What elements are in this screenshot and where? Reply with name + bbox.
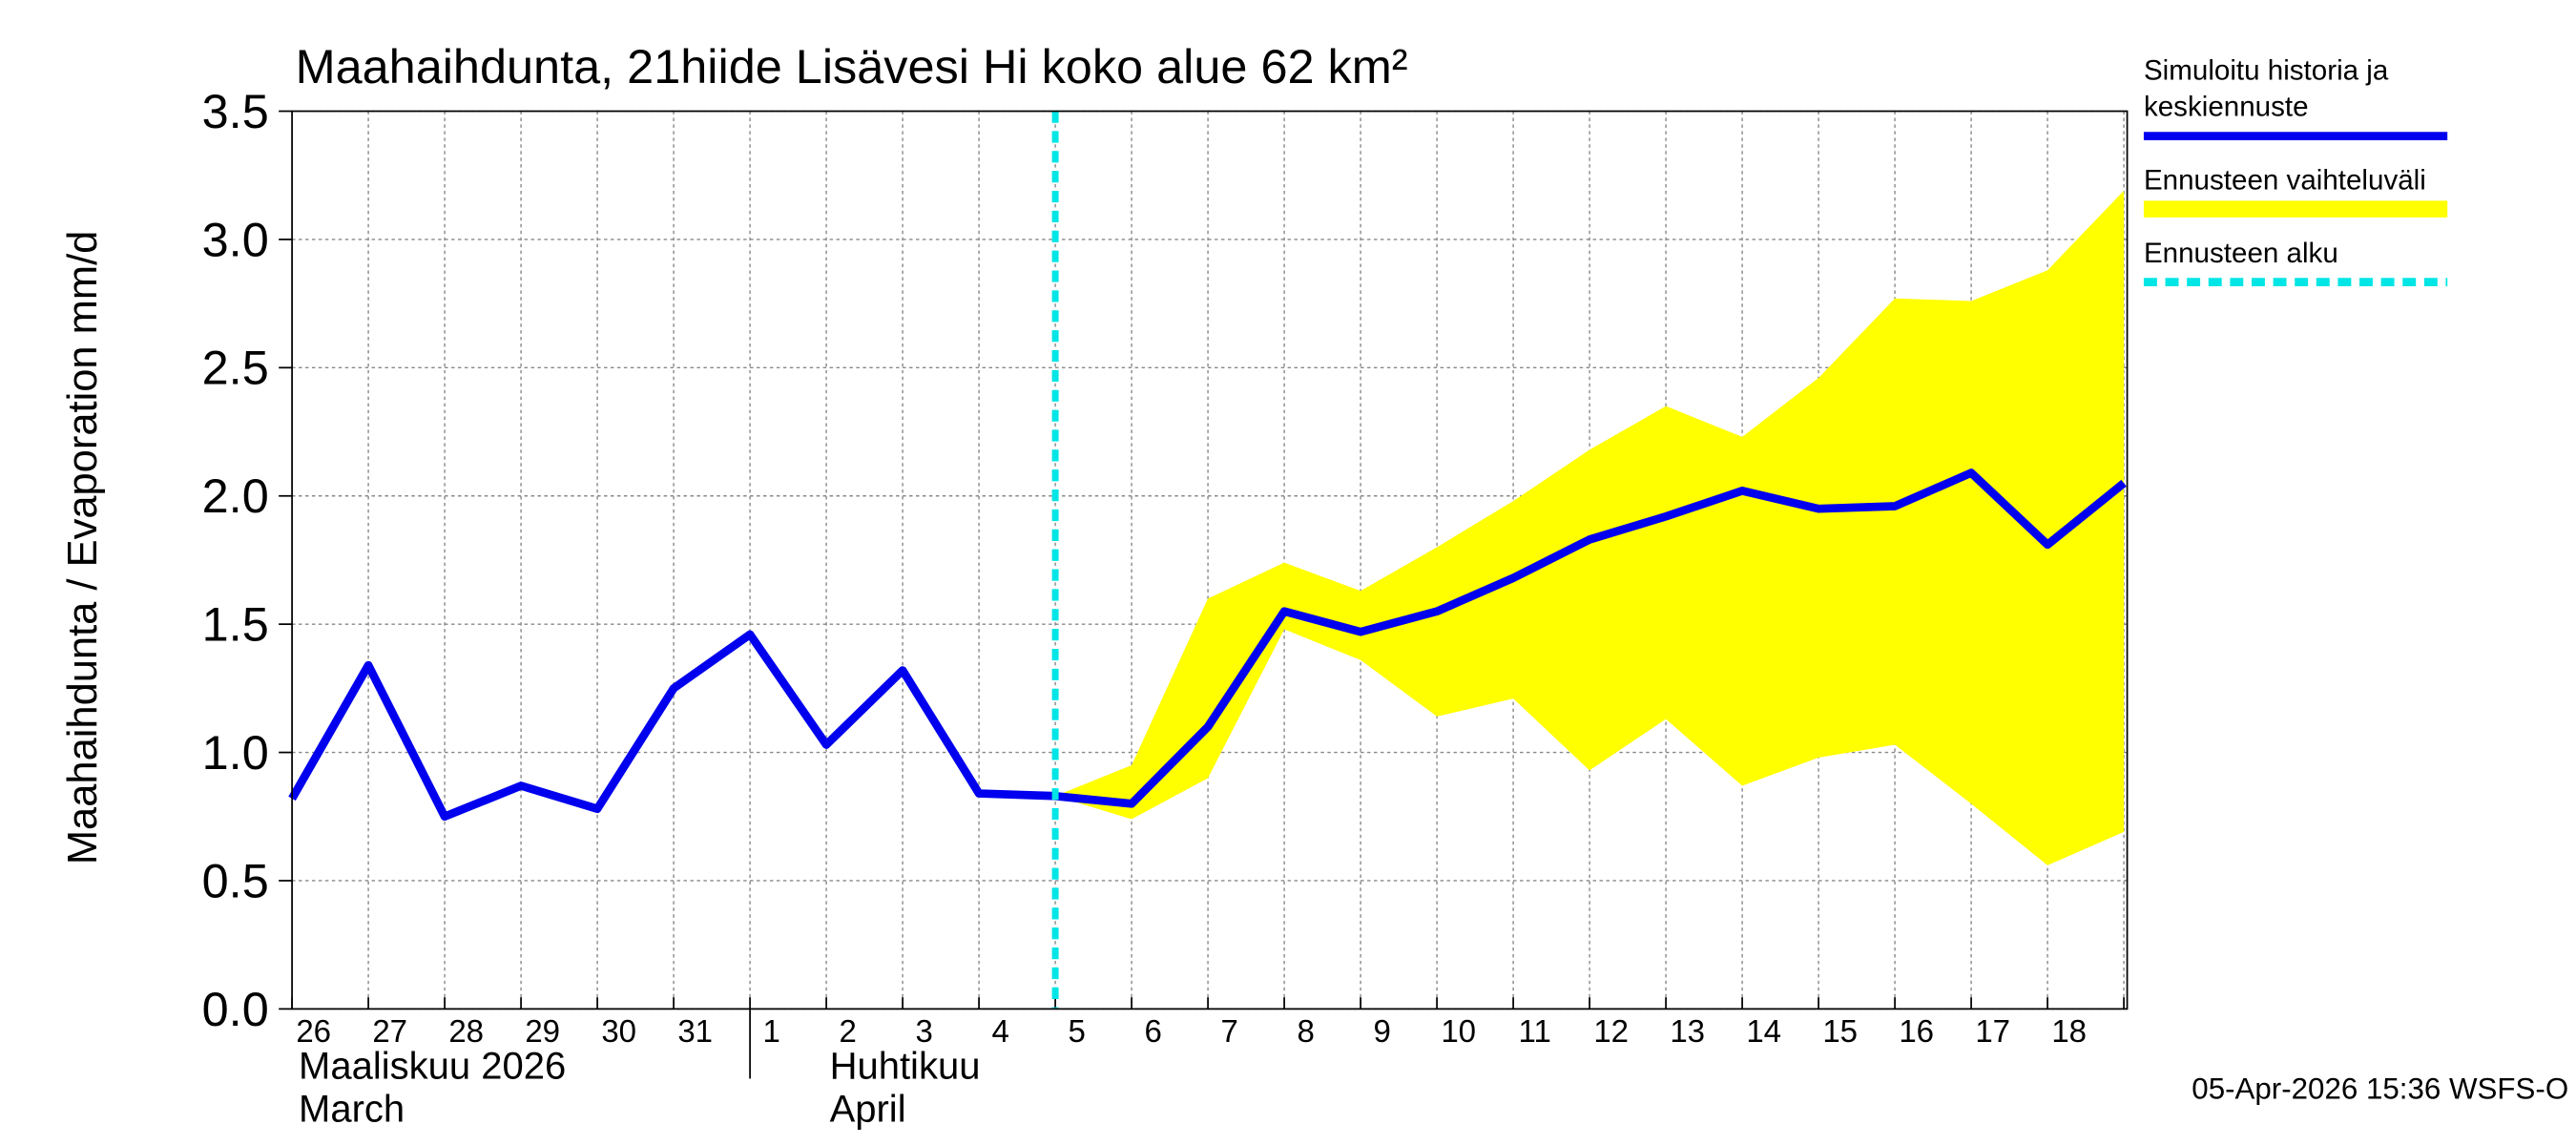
x-tick-label: 6 (1145, 1014, 1162, 1050)
y-tick-label: 0.0 (202, 982, 269, 1036)
x-tick-label: 10 (1441, 1014, 1476, 1050)
x-tick-label: 5 (1069, 1014, 1086, 1050)
x-tick-label: 29 (525, 1014, 560, 1050)
legend-label: Simuloitu historia ja keskiennuste (2143, 54, 2389, 123)
y-tick-label: 0.5 (202, 853, 269, 907)
y-tick-label: 1.5 (202, 597, 269, 652)
x-tick-label: 1 (763, 1014, 780, 1050)
x-tick-label: 7 (1221, 1014, 1238, 1050)
x-tick-label: 16 (1899, 1014, 1934, 1050)
x-tick-label: 27 (372, 1014, 407, 1050)
x-tick-label: 28 (448, 1014, 484, 1050)
x-tick-label: 11 (1519, 1014, 1551, 1050)
y-tick-label: 1.0 (202, 725, 269, 780)
y-tick-label: 2.5 (202, 341, 269, 395)
y-tick-label: 3.5 (202, 84, 269, 138)
x-tick-label: 13 (1670, 1014, 1705, 1050)
y-axis-label: Maahaihdunta / Evaporation mm/d (60, 231, 106, 865)
x-tick-label: 26 (296, 1014, 331, 1050)
x-tick-label: 12 (1593, 1014, 1629, 1050)
x-tick-label: 2 (840, 1014, 857, 1050)
legend-entry: Simuloitu historia ja keskiennuste (2143, 54, 2389, 123)
month-label: March (299, 1089, 405, 1131)
x-tick-label: 9 (1374, 1014, 1391, 1050)
chart-title: Maahaihdunta, 21hiide Lisävesi Hi koko a… (296, 39, 1408, 94)
legend-label: Ennusteen vaihteluväli (2143, 164, 2426, 197)
x-tick-label: 8 (1298, 1014, 1315, 1050)
forecast-band (1055, 190, 2125, 865)
month-label: Maaliskuu 2026 (299, 1045, 566, 1087)
month-label: Huhtikuu (830, 1045, 981, 1087)
footer: 05-Apr-2026 15:36 WSFS-O (2192, 1072, 2568, 1105)
legend-entry: Ennusteen vaihteluväli (2143, 164, 2426, 197)
x-tick-label: 3 (916, 1014, 933, 1050)
x-tick-label: 18 (2051, 1014, 2087, 1050)
series-line (288, 468, 2127, 822)
x-tick-label: 4 (992, 1014, 1009, 1050)
legend-label: Ennusteen alku (2143, 237, 2338, 269)
x-tick-label: 15 (1822, 1014, 1858, 1050)
y-tick-label: 2.0 (202, 468, 269, 523)
y-tick-label: 3.0 (202, 212, 269, 266)
x-tick-label: 14 (1746, 1014, 1781, 1050)
x-tick-label: 17 (1975, 1014, 2010, 1050)
x-tick-label: 31 (677, 1014, 713, 1050)
x-tick-label: 30 (601, 1014, 636, 1050)
plot-frame (291, 110, 2129, 1010)
month-label: April (830, 1089, 906, 1131)
legend-entry: Ennusteen alku (2143, 237, 2338, 269)
